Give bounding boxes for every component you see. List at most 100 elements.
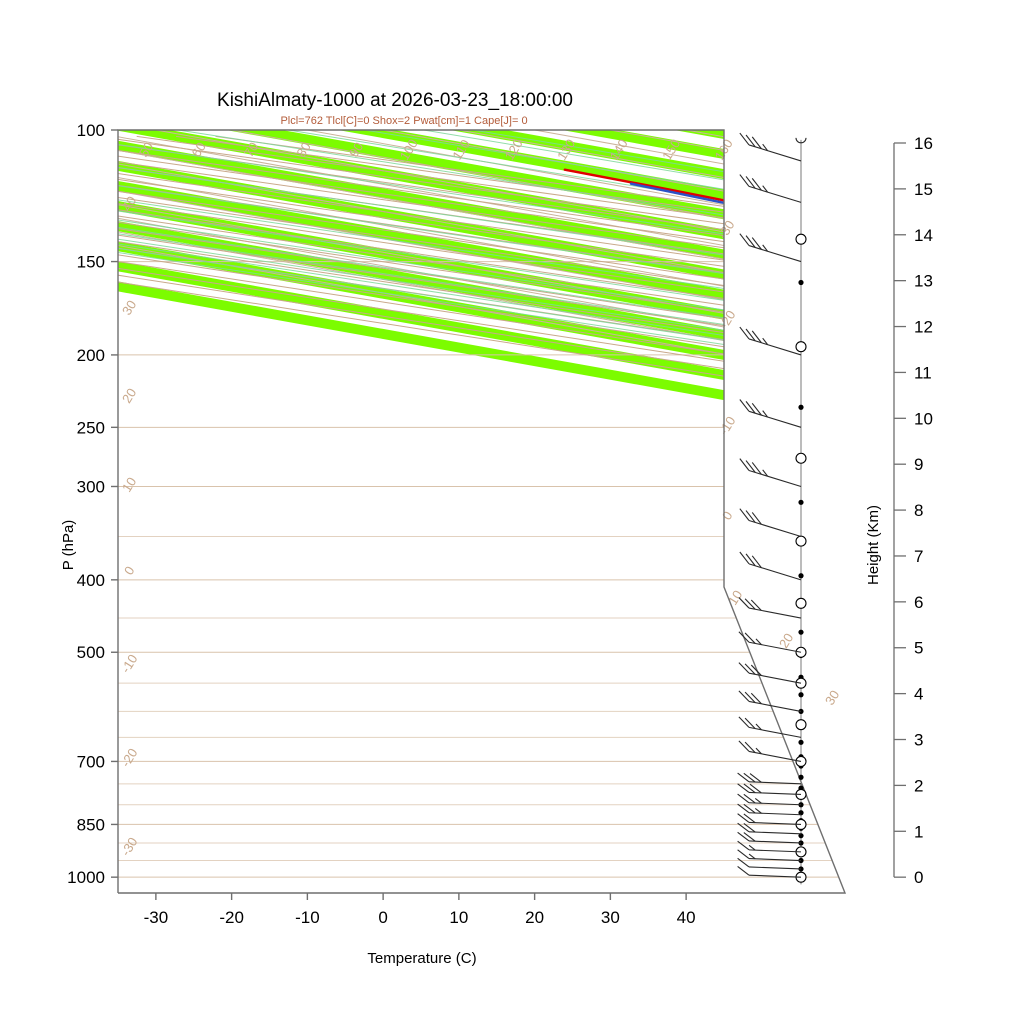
wind-barb <box>737 831 802 844</box>
wind-level-marker <box>798 279 804 286</box>
wind-barb <box>737 772 802 785</box>
wind-barb <box>737 813 802 825</box>
wind-level-marker <box>798 708 804 715</box>
wind-level-marker <box>798 692 804 698</box>
dry-adiabat-label-left: 40 <box>119 194 139 214</box>
plot-frame <box>117 129 847 894</box>
dry-adiabat-label-top: 70 <box>241 140 261 160</box>
wind-barb <box>738 690 802 712</box>
y-tick-label: 300 <box>77 477 105 496</box>
dry-adiabat-label-left: 30 <box>119 298 139 318</box>
wind-level-marker-open <box>795 535 807 547</box>
wind-level-marker-open <box>795 233 807 245</box>
height-tick-label: 8 <box>914 501 923 520</box>
wind-level-marker-open <box>795 452 807 464</box>
wind-level-marker <box>798 774 804 780</box>
y-tick-label: 200 <box>77 346 105 365</box>
wind-barb <box>739 132 802 162</box>
height-tick-label: 6 <box>914 593 923 612</box>
y-tick-label: 500 <box>77 643 105 662</box>
dry-adiabat-label-top: 60 <box>188 140 208 160</box>
dry-adiabat-label-left: 10 <box>119 475 139 495</box>
wind-barb <box>738 740 802 762</box>
x-tick-label: 0 <box>378 908 387 927</box>
wind-level-marker <box>798 810 804 816</box>
height-tick-label: 5 <box>914 639 923 658</box>
wind-barb <box>737 857 802 870</box>
height-tick-label: 15 <box>914 180 933 199</box>
wind-barb <box>738 716 802 738</box>
y-tick-label: 400 <box>77 571 105 590</box>
wind-barb <box>739 174 802 203</box>
wind-barb <box>738 662 802 684</box>
wind-barb <box>739 399 802 428</box>
dry-adiabat-label-top: 50 <box>136 140 156 160</box>
wind-barb <box>737 803 802 816</box>
x-tick-label: -10 <box>295 908 320 927</box>
height-tick-label: 3 <box>914 731 923 750</box>
height-tick-label: 14 <box>914 226 933 245</box>
y-tick-label: 250 <box>77 418 105 437</box>
y-axis-label: P (hPa) <box>60 520 77 571</box>
height-tick-label: 13 <box>914 272 933 291</box>
wind-barb <box>737 822 802 835</box>
height-tick-label: 7 <box>914 547 923 566</box>
height-axis-label: Height (Km) <box>865 505 882 585</box>
wind-level-marker <box>798 404 804 410</box>
y-tick-label: 1000 <box>67 868 105 887</box>
wind-level-marker <box>798 629 804 635</box>
height-tick-label: 11 <box>914 363 932 382</box>
wind-barb <box>739 551 802 581</box>
height-tick-label: 10 <box>914 409 933 428</box>
wind-barb <box>739 233 802 263</box>
wind-level-marker <box>798 833 804 839</box>
x-tick-label: -30 <box>144 908 169 927</box>
x-tick-label: 10 <box>449 908 468 927</box>
height-tick-label: 12 <box>914 318 933 337</box>
x-tick-label: 30 <box>601 908 620 927</box>
wind-level-marker-open <box>795 341 807 353</box>
height-tick-label: 2 <box>914 776 923 795</box>
x-axis-label: Temperature (C) <box>367 950 476 967</box>
wind-level-marker-open <box>795 597 807 609</box>
y-tick-label: 850 <box>77 815 105 834</box>
x-tick-label: 20 <box>525 908 544 927</box>
height-tick-label: 4 <box>914 685 923 704</box>
wind-barb <box>739 326 802 356</box>
height-tick-label: 9 <box>914 455 923 474</box>
height-tick-label: 0 <box>914 868 923 887</box>
indices-subtitle: Plcl=762 Tlcl[C]=0 Shox=2 Pwat[cm]=1 Cap… <box>280 115 527 127</box>
height-tick-label: 1 <box>914 822 923 841</box>
wind-barb <box>737 840 802 853</box>
gridline-layer <box>118 130 839 878</box>
wind-level-marker <box>798 499 804 505</box>
wind-level-marker <box>798 739 804 745</box>
x-tick-label: 40 <box>677 908 696 927</box>
wind-barb <box>738 597 802 619</box>
dry-adiabat-label-right: 30 <box>822 688 842 708</box>
wind-level-marker-open <box>795 719 807 731</box>
x-axis: -30 -20 -10 0 10 20 30 40 <box>144 893 696 927</box>
wind-barb <box>737 866 802 878</box>
height-tick-label: 16 <box>914 134 933 153</box>
y-axis: 100 150 200 250 300 400 500 700 850 1000 <box>67 121 118 887</box>
wind-barb <box>737 793 802 806</box>
page-title: KishiAlmaty-1000 at 2026-03-23_18:00:00 <box>217 90 573 111</box>
wind-barb <box>739 458 802 488</box>
wind-level-marker <box>798 573 804 579</box>
wind-barb <box>738 631 802 653</box>
dry-adiabat-label-right: 20 <box>776 631 796 651</box>
dry-adiabat-label-top: 90 <box>346 140 366 160</box>
dry-adiabat-label-left: 20 <box>119 386 139 406</box>
wind-barb <box>737 849 802 862</box>
wind-barb <box>737 783 802 796</box>
wind-level-marker <box>798 802 804 808</box>
y-tick-label: 700 <box>77 752 105 771</box>
wind-barb <box>739 508 802 538</box>
y-tick-label: 100 <box>77 121 105 140</box>
dry-adiabat-label-top: 80 <box>293 140 313 160</box>
y-tick-label: 150 <box>77 253 105 272</box>
